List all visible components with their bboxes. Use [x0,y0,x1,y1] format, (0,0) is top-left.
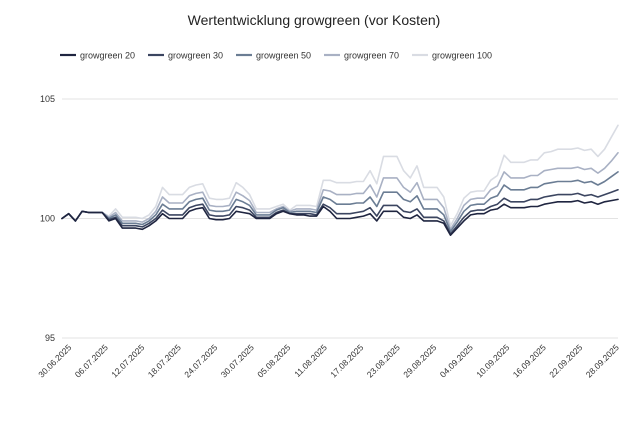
legend-item: growgreen 30 [148,51,223,61]
x-tick-label: 29.08.2025 [401,342,438,379]
series-line-growgreen-30 [61,189,619,235]
legend-item: growgreen 100 [412,51,492,61]
x-tick-label: 17.08.2025 [328,342,365,379]
y-tick-label: 105 [40,94,55,104]
x-tick-label: 10.09.2025 [474,342,511,379]
x-tick-label: 04.09.2025 [438,342,475,379]
x-tick-label: 12.07.2025 [109,342,146,379]
x-tick-label: 16.09.2025 [511,342,548,379]
legend: growgreen 20 growgreen 30 growgreen 50 grow… [60,51,492,61]
legend-label: growgreen 30 [168,51,223,61]
x-tick-label: 28.09.2025 [584,342,621,379]
chart-title: Wertentwicklung growgreen (vor Kosten) [188,12,441,28]
x-tick-label: 11.08.2025 [292,342,329,379]
x-tick-label: 22.09.2025 [547,342,584,379]
x-tick-label: 06.07.2025 [73,342,110,379]
y-tick-label: 95 [45,333,55,343]
y-tick-label: 100 [40,214,55,224]
x-tick-label: 30.07.2025 [219,342,256,379]
legend-label: growgreen 20 [80,51,135,61]
x-axis-ticks: 30.06.2025 06.07.2025 12.07.2025 18.07.2025… [36,342,621,379]
series-lines [61,124,619,236]
x-tick-label: 18.07.2025 [146,342,183,379]
x-tick-label: 05.08.2025 [255,342,292,379]
series-line-growgreen-70 [61,152,619,231]
legend-label: growgreen 70 [344,51,399,61]
legend-item: growgreen 20 [60,51,135,61]
series-line-growgreen-20 [61,198,619,236]
legend-label: growgreen 50 [256,51,311,61]
x-tick-label: 30.06.2025 [36,342,73,379]
series-line-growgreen-100 [61,124,619,227]
x-tick-label: 24.07.2025 [182,342,219,379]
y-axis-ticks: 95 100 105 [40,94,55,343]
legend-item: growgreen 70 [324,51,399,61]
legend-label: growgreen 100 [432,51,492,61]
x-tick-label: 23.08.2025 [365,342,402,379]
series-line-growgreen-50 [61,171,619,233]
legend-item: growgreen 50 [236,51,311,61]
